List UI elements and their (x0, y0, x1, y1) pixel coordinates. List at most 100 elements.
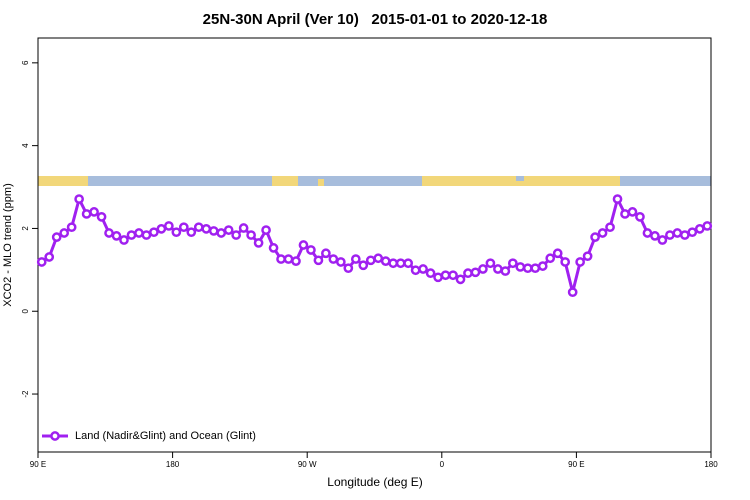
x-tick-label: 180 (704, 460, 718, 469)
data-point (694, 224, 705, 234)
y-tick-label: 2 (21, 226, 30, 231)
data-point (582, 251, 593, 262)
y-tick-label: 0 (21, 308, 30, 313)
data-point (350, 254, 361, 264)
data-point (657, 235, 668, 245)
data-point (395, 258, 406, 269)
data-point (201, 224, 212, 234)
data-point (597, 228, 608, 238)
data-point (493, 264, 503, 274)
data-point (253, 238, 264, 248)
legend-marker (50, 431, 60, 441)
data-point (96, 211, 107, 222)
data-point (186, 227, 197, 238)
data-point (425, 268, 436, 279)
data-point (81, 209, 92, 219)
data-point (268, 243, 279, 253)
data-point (530, 263, 541, 274)
land-ocean-strip (38, 176, 711, 186)
data-point (463, 268, 473, 279)
data-point (687, 227, 698, 238)
data-point (672, 228, 683, 238)
data-point (650, 231, 660, 241)
data-point (455, 274, 466, 285)
x-axis-label: Longitude (deg E) (327, 475, 422, 489)
land-band (38, 176, 88, 186)
data-point (298, 240, 309, 250)
data-point (403, 258, 413, 269)
data-point (507, 258, 518, 269)
data-point (478, 264, 488, 274)
data-point (388, 258, 399, 269)
data-point (246, 230, 256, 240)
data-point (590, 232, 600, 242)
data-point (59, 228, 70, 238)
data-point (89, 207, 99, 217)
data-point (126, 230, 137, 240)
data-point (134, 228, 144, 238)
data-point (373, 253, 384, 264)
x-tick-label: 90 E (568, 460, 584, 469)
data-point (291, 256, 301, 266)
data-point (380, 256, 391, 266)
data-point (410, 265, 421, 276)
x-tick-label: 0 (440, 460, 445, 469)
data-point (36, 257, 47, 267)
x-tick-label: 90 E (30, 460, 46, 469)
data-point (679, 230, 690, 240)
data-point (522, 263, 533, 274)
data-point (440, 270, 451, 281)
data-point (567, 287, 578, 298)
data-point (560, 257, 571, 267)
data-point (208, 226, 219, 236)
data-point (178, 222, 189, 233)
data-point (66, 222, 77, 233)
data-point (156, 224, 167, 234)
series-line (40, 194, 708, 293)
data-point (612, 194, 623, 204)
data-point (171, 227, 182, 238)
data-point (470, 267, 481, 278)
data-point (44, 252, 55, 262)
data-point (104, 228, 114, 238)
data-point (575, 257, 585, 267)
data-point (642, 228, 653, 238)
data-point (141, 230, 152, 240)
plot-frame (37, 37, 712, 453)
x-tick-label: 90 W (298, 460, 317, 469)
y-tick-label: 6 (21, 60, 30, 65)
data-point (620, 209, 630, 219)
y-tick-label: -2 (21, 390, 30, 398)
data-point (306, 245, 316, 255)
data-point (358, 260, 369, 271)
legend-label: Land (Nadir&Glint) and Ocean (Glint) (75, 430, 256, 442)
data-point (336, 257, 346, 267)
ocean-band (516, 176, 524, 181)
land-band (318, 179, 324, 186)
data-point (515, 262, 526, 272)
data-point (500, 266, 511, 276)
data-point (119, 235, 129, 245)
chart-title: 25N-30N April (Ver 10) 2015-01-01 to 202… (203, 11, 548, 28)
data-point (702, 221, 713, 231)
land-band (272, 176, 298, 186)
data-point (149, 227, 159, 238)
data-point (627, 207, 638, 217)
data-point (283, 254, 294, 264)
data-point (231, 230, 242, 240)
data-point (51, 232, 62, 242)
data-point (223, 225, 234, 235)
data-point (448, 270, 458, 281)
data-point (111, 231, 122, 241)
data-point (605, 222, 615, 233)
data-point (276, 254, 286, 264)
data-point (418, 264, 428, 274)
data-point (365, 255, 376, 266)
data-point (665, 230, 675, 240)
data-point (261, 225, 271, 235)
data-point (552, 248, 563, 259)
y-axis-label: XCO2 - MLO trend (ppm) (2, 183, 14, 306)
data-point (313, 255, 324, 266)
data-point (321, 248, 331, 259)
